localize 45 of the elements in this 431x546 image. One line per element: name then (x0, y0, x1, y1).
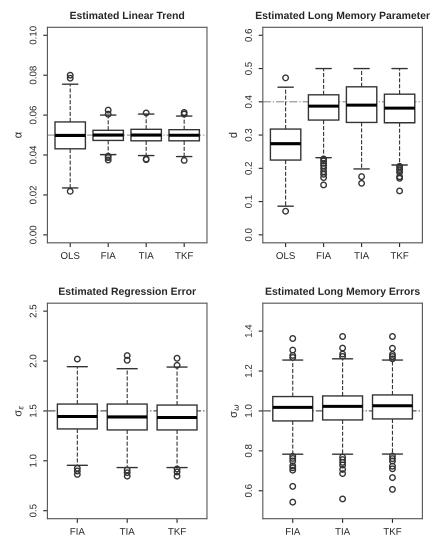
chart-title: Estimated Long Memory Parameter (256, 11, 430, 22)
y-tick-label: 0.0 (244, 228, 252, 242)
x-tick-label: TKF (390, 252, 408, 259)
y-tick-label: 0.5 (30, 504, 36, 518)
x-tick-label: TKF (168, 528, 186, 535)
y-axis-title: σ$_{ε}$ (16, 406, 24, 416)
x-tick-label: TIA (354, 252, 370, 259)
chart-title: Estimated Long Memory Errors (266, 287, 420, 298)
x-tick-label: TIA (120, 528, 135, 535)
x-tick-label: TKF (175, 252, 193, 259)
y-tick-label: 1.0 (30, 454, 36, 467)
chart-title: Estimated Regression Error (59, 287, 196, 298)
x-tick-label: FIA (101, 252, 116, 259)
y-tick-label: 0.08 (30, 66, 36, 84)
x-tick-label: FIA (70, 528, 85, 535)
y-tick-label: 0.10 (30, 26, 36, 44)
x-tick-label: TIA (138, 252, 154, 259)
y-tick-label: 0.4 (244, 95, 252, 108)
y-axis-title: σ$_{ω}$ (230, 404, 239, 418)
y-tick-label: 0.6 (244, 484, 252, 498)
y-tick-label: 1.0 (244, 404, 252, 417)
y-tick-label: 0.8 (244, 444, 252, 458)
x-tick-label: OLS (60, 252, 80, 259)
y-tick-label: 2.0 (30, 354, 36, 368)
y-tick-label: 0.5 (244, 62, 252, 75)
x-tick-label: TKF (384, 528, 402, 535)
y-tick-label: 1.5 (30, 404, 36, 417)
y-tick-label: 0.3 (244, 128, 252, 142)
y-tick-label: 0.2 (244, 162, 252, 175)
x-tick-label: OLS (276, 252, 295, 259)
y-tick-label: 1.4 (245, 324, 252, 338)
y-tick-label: 0.00 (30, 226, 36, 244)
y-tick-label: 0.04 (30, 146, 36, 164)
chart-title: Estimated Linear Trend (70, 11, 184, 20)
x-tick-label: TIA (335, 528, 350, 535)
y-tick-label: 0.06 (30, 106, 36, 124)
y-tick-label: 0.02 (30, 186, 36, 204)
y-tick-label: 0.1 (244, 195, 252, 208)
y-tick-label: 1.2 (244, 364, 252, 378)
x-tick-label: FIA (316, 252, 332, 259)
x-tick-label: FIA (286, 528, 300, 535)
y-axis-title: d (228, 132, 237, 138)
y-tick-label: 0.6 (244, 28, 252, 42)
y-axis-title: α (15, 132, 22, 138)
y-tick-label: 2.5 (30, 304, 36, 318)
